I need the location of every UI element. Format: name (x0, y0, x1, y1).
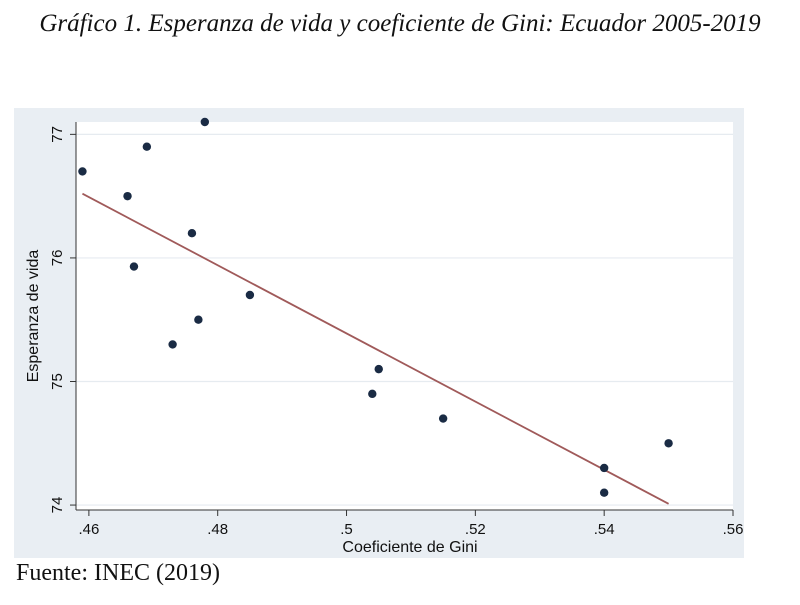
x-axis-label: Coeficiente de Gini (342, 539, 477, 556)
data-point (129, 262, 139, 271)
fit-line-group (82, 192, 670, 505)
y-tick-label: 77 (49, 126, 66, 143)
y-tick-label: 76 (49, 250, 66, 267)
fit-line (82, 192, 670, 505)
x-tick-label: .56 (723, 521, 744, 538)
x-tick-label: .48 (207, 521, 228, 538)
data-point (187, 229, 197, 238)
plot-area (76, 122, 733, 510)
axes: 74 75 76 77 .46 .48 .5 .52 .54 .56 (49, 122, 743, 538)
data-point (368, 389, 377, 399)
source-note: Fuente: INEC (2019) (16, 560, 220, 586)
data-point (194, 315, 203, 324)
data-point (168, 340, 177, 349)
x-tick-label: .5 (340, 521, 353, 538)
chart-title: Gráfico 1. Esperanza de vida y coeficien… (39, 10, 761, 37)
data-point (438, 414, 448, 423)
data-points (78, 117, 673, 497)
data-point (599, 488, 609, 497)
data-point (599, 463, 609, 473)
y-tick-label: 74 (49, 497, 66, 514)
data-point (374, 364, 383, 374)
data-point (78, 167, 87, 176)
y-tick-label: 75 (49, 373, 66, 390)
data-point (123, 191, 132, 201)
x-tick-label: .46 (78, 521, 99, 538)
data-point (664, 439, 673, 448)
x-tick-label: .54 (594, 521, 615, 538)
data-point (200, 117, 210, 127)
data-point (245, 290, 255, 300)
x-tick-label: .52 (465, 521, 486, 538)
y-axis-label: Esperanza de vida (25, 250, 42, 383)
data-point (142, 142, 152, 151)
gridlines (76, 133, 733, 506)
